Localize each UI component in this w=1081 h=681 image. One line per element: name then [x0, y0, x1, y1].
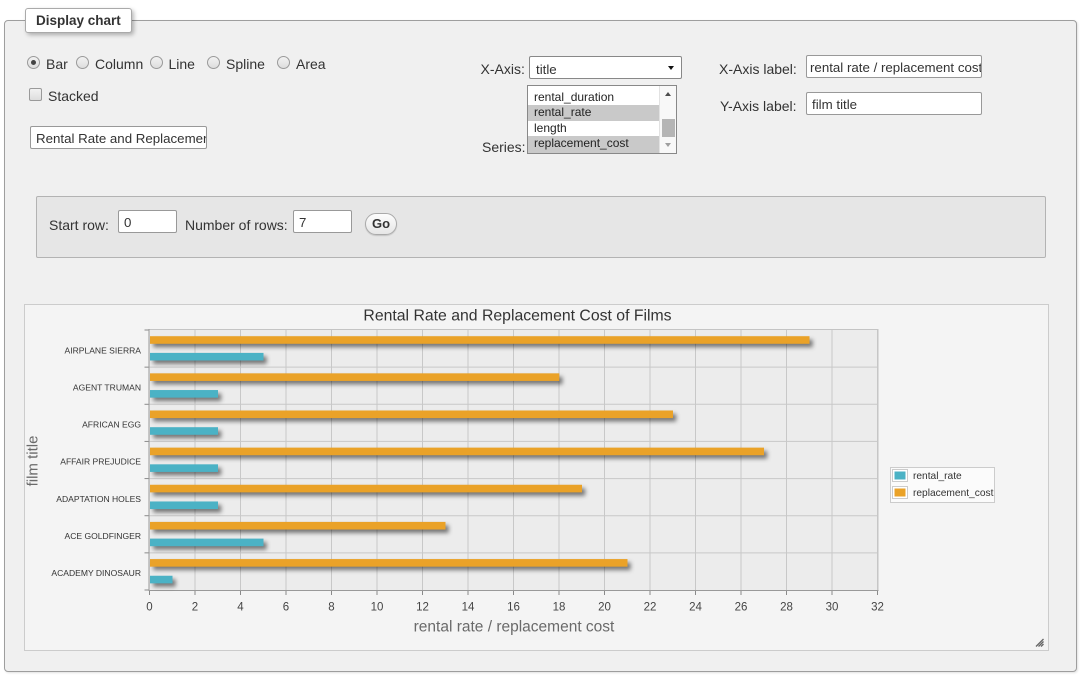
svg-text:16: 16: [507, 602, 520, 614]
svg-text:film title: film title: [25, 436, 42, 487]
svg-text:6: 6: [283, 602, 289, 614]
svg-text:rental rate / replacement cost: rental rate / replacement cost: [414, 619, 615, 636]
svg-text:12: 12: [416, 602, 429, 614]
svg-text:replacement_cost: replacement_cost: [913, 488, 994, 499]
svg-text:0: 0: [146, 602, 152, 614]
svg-text:AIRPLANE SIERRA: AIRPLANE SIERRA: [65, 345, 142, 355]
svg-text:ADAPTATION HOLES: ADAPTATION HOLES: [56, 494, 141, 504]
svg-text:26: 26: [735, 602, 748, 614]
svg-text:14: 14: [462, 602, 475, 614]
svg-text:8: 8: [328, 602, 334, 614]
svg-text:Rental Rate and Replacement Co: Rental Rate and Replacement Cost of Film…: [363, 308, 671, 325]
svg-text:18: 18: [553, 602, 566, 614]
svg-text:ACADEMY DINOSAUR: ACADEMY DINOSAUR: [51, 568, 141, 578]
svg-text:20: 20: [598, 602, 611, 614]
svg-text:4: 4: [237, 602, 244, 614]
svg-text:2: 2: [192, 602, 198, 614]
svg-text:28: 28: [780, 602, 793, 614]
svg-text:AGENT TRUMAN: AGENT TRUMAN: [73, 382, 141, 392]
svg-text:30: 30: [826, 602, 839, 614]
svg-text:10: 10: [371, 602, 384, 614]
svg-text:ACE GOLDFINGER: ACE GOLDFINGER: [65, 531, 141, 541]
svg-text:22: 22: [644, 602, 657, 614]
svg-text:AFFAIR PREJUDICE: AFFAIR PREJUDICE: [60, 457, 141, 467]
svg-text:24: 24: [689, 602, 702, 614]
svg-text:32: 32: [871, 602, 884, 614]
svg-text:rental_rate: rental_rate: [913, 471, 962, 482]
svg-text:AFRICAN EGG: AFRICAN EGG: [82, 420, 141, 430]
